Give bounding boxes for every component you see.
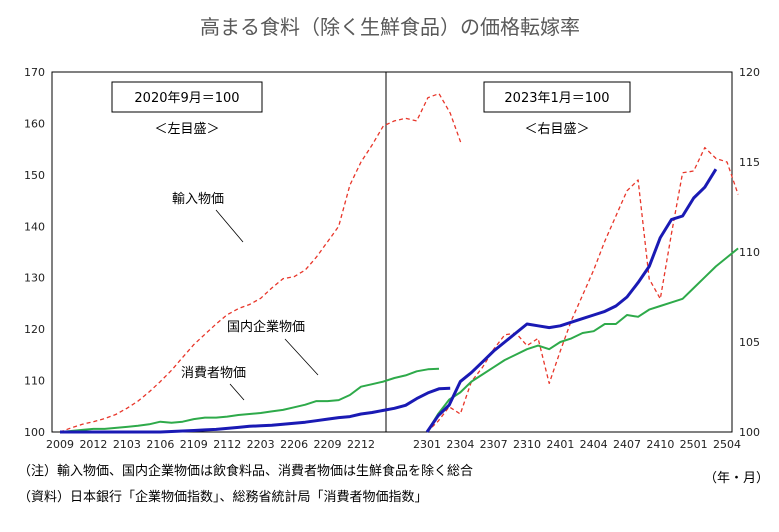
left-import-price-line	[59, 92, 462, 433]
left-domestic-price-line	[59, 367, 440, 433]
import-leader-line	[215, 209, 244, 243]
y-tick-label: 105	[739, 336, 760, 349]
right-base-box	[483, 81, 631, 113]
x-tick-label: 2103	[113, 438, 141, 451]
x-tick-label: 2209	[314, 438, 342, 451]
x-tick-label: 2203	[247, 438, 275, 451]
x-tick-label: 2501	[680, 438, 708, 451]
consumer-leader-line	[229, 383, 245, 401]
right-base-label: 2023年1月＝100	[504, 91, 609, 106]
domestic-leader-line	[284, 338, 319, 376]
x-tick-label: 2112	[213, 438, 241, 451]
x-tick-label: 2109	[180, 438, 208, 451]
right-import-price-line	[426, 146, 739, 433]
y-tick-label: 120	[24, 323, 45, 336]
x-tick-label: 2307	[480, 438, 508, 451]
x-axis-unit: （年・月）	[704, 471, 770, 486]
plot-frame	[51, 71, 733, 433]
consumer-label: 消費者物価	[181, 366, 246, 381]
y-tick-label: 100	[739, 426, 760, 439]
y-tick-label: 120	[739, 66, 760, 79]
footnote-note: （注）輸入物価、国内企業物価は飲食料品、消費者物価は生鮮食品を除く総合	[18, 464, 474, 479]
right-axis-note: ＜右目盛＞	[524, 122, 589, 137]
right-domestic-price-line	[426, 247, 739, 433]
y-tick-label: 130	[24, 272, 45, 285]
y-tick-label: 150	[24, 169, 45, 182]
y-tick-label: 110	[24, 375, 45, 388]
x-tick-label: 2304	[446, 438, 474, 451]
x-tick-label: 2009	[46, 438, 74, 451]
y-tick-label: 115	[739, 156, 760, 169]
x-tick-label: 2206	[280, 438, 308, 451]
y-tick-label: 100	[24, 426, 45, 439]
footnote-source: （資料）日本銀行「企業物価指数」、総務省統計局「消費者物価指数」	[18, 490, 428, 505]
left-axis-note: ＜左目盛＞	[154, 122, 219, 137]
x-tick-label: 2012	[79, 438, 107, 451]
x-tick-label: 2301	[413, 438, 441, 451]
x-tick-label: 2504	[713, 438, 741, 451]
y-tick-label: 110	[739, 246, 760, 259]
x-tick-label: 2407	[613, 438, 641, 451]
x-tick-label: 2212	[347, 438, 375, 451]
right-consumer-price-line	[425, 168, 718, 433]
left-base-label: 2020年9月＝100	[134, 91, 239, 106]
chart-marks: 100 110 120 130 140 150 160 170 2009 2012 2103 2106…	[24, 66, 760, 451]
domestic-label: 国内企業物価	[227, 319, 305, 335]
x-tick-label: 2106	[146, 438, 174, 451]
x-tick-label: 2401	[546, 438, 574, 451]
y-tick-label: 170	[24, 66, 45, 79]
x-tick-label: 2404	[580, 438, 608, 451]
x-tick-label: 2410	[646, 438, 674, 451]
import-label: 輸入物価	[172, 192, 224, 207]
x-tick-label: 2310	[513, 438, 541, 451]
left-base-box	[111, 81, 263, 113]
y-tick-label: 160	[24, 117, 45, 130]
chart-title: 高まる食料（除く生鮮食品）の価格転嫁率	[200, 15, 580, 39]
left-consumer-price-line	[60, 386, 451, 434]
y-tick-label: 140	[24, 220, 45, 233]
